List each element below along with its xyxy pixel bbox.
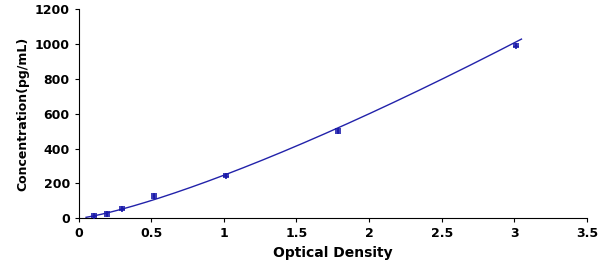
- Y-axis label: Concentration(pg/mL): Concentration(pg/mL): [16, 37, 29, 191]
- X-axis label: Optical Density: Optical Density: [273, 246, 393, 260]
